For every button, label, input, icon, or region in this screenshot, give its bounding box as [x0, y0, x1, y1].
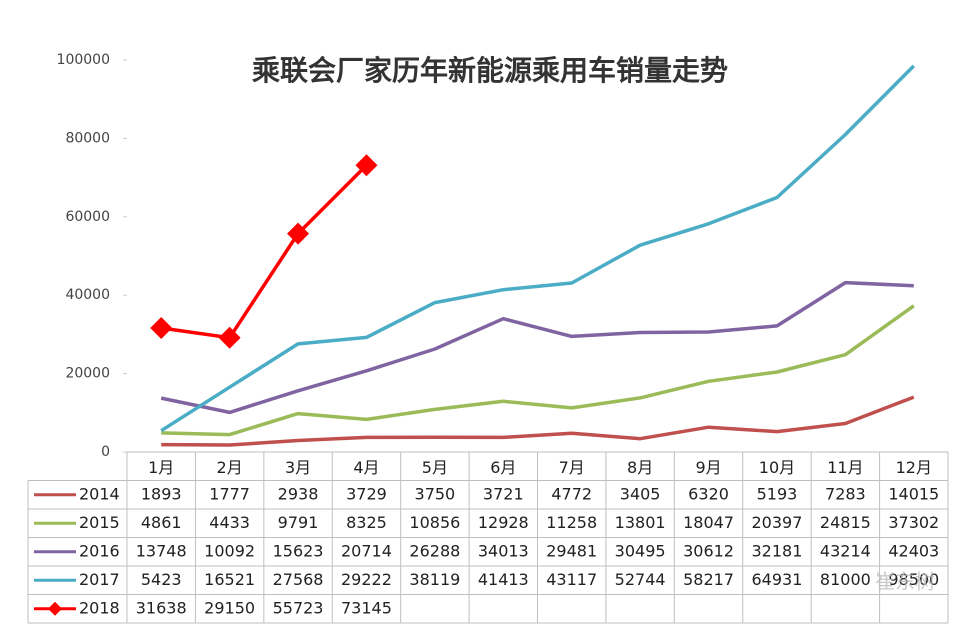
y-tick-label: 60000	[65, 209, 110, 225]
table-cell: 37302	[888, 513, 939, 532]
table-cell: 6320	[688, 484, 729, 503]
table-cell: 55723	[273, 598, 324, 617]
table-cell: 3405	[620, 484, 661, 503]
legend-label: 2016	[79, 541, 120, 560]
legend-label: 2018	[79, 598, 120, 617]
table-cell: 30612	[683, 541, 734, 560]
table-cell: 31638	[136, 598, 187, 617]
legend-label: 2015	[79, 513, 120, 532]
table-cell: 11258	[546, 513, 597, 532]
table-cell: 20397	[752, 513, 803, 532]
table-cell: 43117	[546, 570, 597, 589]
point-marker	[355, 154, 378, 177]
table-cell: 18047	[683, 513, 734, 532]
x-tick-label: 2月	[217, 458, 243, 477]
x-tick-label: 9月	[695, 458, 721, 477]
series-line	[161, 304, 915, 437]
series-line	[161, 395, 915, 447]
series-line	[160, 280, 914, 415]
table-cell: 13801	[615, 513, 666, 532]
table-cell: 30495	[615, 541, 666, 560]
table-cell: 9791	[278, 513, 319, 532]
table-cell: 4772	[551, 484, 592, 503]
x-tick-label: 7月	[559, 458, 585, 477]
x-tick-label: 12月	[896, 458, 932, 477]
table-cell: 81000	[820, 570, 871, 589]
table-cell: 4433	[209, 513, 250, 532]
table-cell: 3750	[415, 484, 456, 503]
y-tick-label: 100000	[57, 52, 110, 68]
table-cell: 32181	[752, 541, 803, 560]
y-tick-label: 80000	[65, 130, 110, 146]
table-cell: 27568	[273, 570, 324, 589]
table-cell: 5193	[757, 484, 798, 503]
legend-label: 2014	[79, 484, 120, 503]
x-tick-label: 3月	[285, 458, 311, 477]
table-cell: 13748	[136, 541, 187, 560]
table-cell: 8325	[346, 513, 387, 532]
table-cell: 58217	[683, 570, 734, 589]
table-cell: 73145	[341, 598, 392, 617]
x-tick-label: 6月	[490, 458, 516, 477]
table-cell: 12928	[478, 513, 529, 532]
x-tick-label: 4月	[353, 458, 379, 477]
y-tick-label: 0	[101, 444, 110, 460]
table-cell: 3721	[483, 484, 524, 503]
table-cell: 4861	[141, 513, 182, 532]
table-cell: 24815	[820, 513, 871, 532]
legend-label: 2017	[79, 570, 120, 589]
x-tick-label: 10月	[759, 458, 795, 477]
table-cell: 2938	[278, 484, 319, 503]
table-cell: 64931	[752, 570, 803, 589]
table-cell: 41413	[478, 570, 529, 589]
table-cell: 42403	[888, 541, 939, 560]
y-tick-label: 40000	[65, 287, 110, 303]
point-marker	[218, 326, 241, 349]
legend-marker	[48, 601, 62, 616]
table-cell: 3729	[346, 484, 387, 503]
table-cell: 52744	[615, 570, 666, 589]
point-marker	[287, 222, 310, 245]
x-tick-label: 5月	[422, 458, 448, 477]
table-cell: 26288	[409, 541, 460, 560]
table-cell: 1893	[141, 484, 182, 503]
table-cell: 7283	[825, 484, 866, 503]
table-cell: 38119	[409, 570, 460, 589]
x-tick-label: 1月	[148, 458, 174, 477]
table-cell: 1777	[209, 484, 250, 503]
series-line	[160, 64, 916, 433]
table-cell: 29481	[546, 541, 597, 560]
table-cell: 43214	[820, 541, 871, 560]
table-cell: 20714	[341, 541, 392, 560]
table-cell: 14015	[888, 484, 939, 503]
y-tick-label: 20000	[65, 366, 110, 382]
table-cell: 10092	[204, 541, 255, 560]
chart-title: 乘联会厂家历年新能源乘用车销量走势	[252, 54, 728, 87]
x-tick-label: 11月	[827, 458, 863, 477]
x-tick-label: 8月	[627, 458, 653, 477]
table-cell: 5423	[141, 570, 182, 589]
table-cell: 16521	[204, 570, 255, 589]
table-cell: 29150	[204, 598, 255, 617]
table-cell: 98500	[888, 570, 939, 589]
series-line	[160, 164, 368, 340]
table-cell: 15623	[273, 541, 324, 560]
point-marker	[150, 316, 173, 339]
table-cell: 34013	[478, 541, 529, 560]
table-cell: 10856	[409, 513, 460, 532]
watermark: 崔东树	[875, 570, 935, 594]
table-cell: 29222	[341, 570, 392, 589]
